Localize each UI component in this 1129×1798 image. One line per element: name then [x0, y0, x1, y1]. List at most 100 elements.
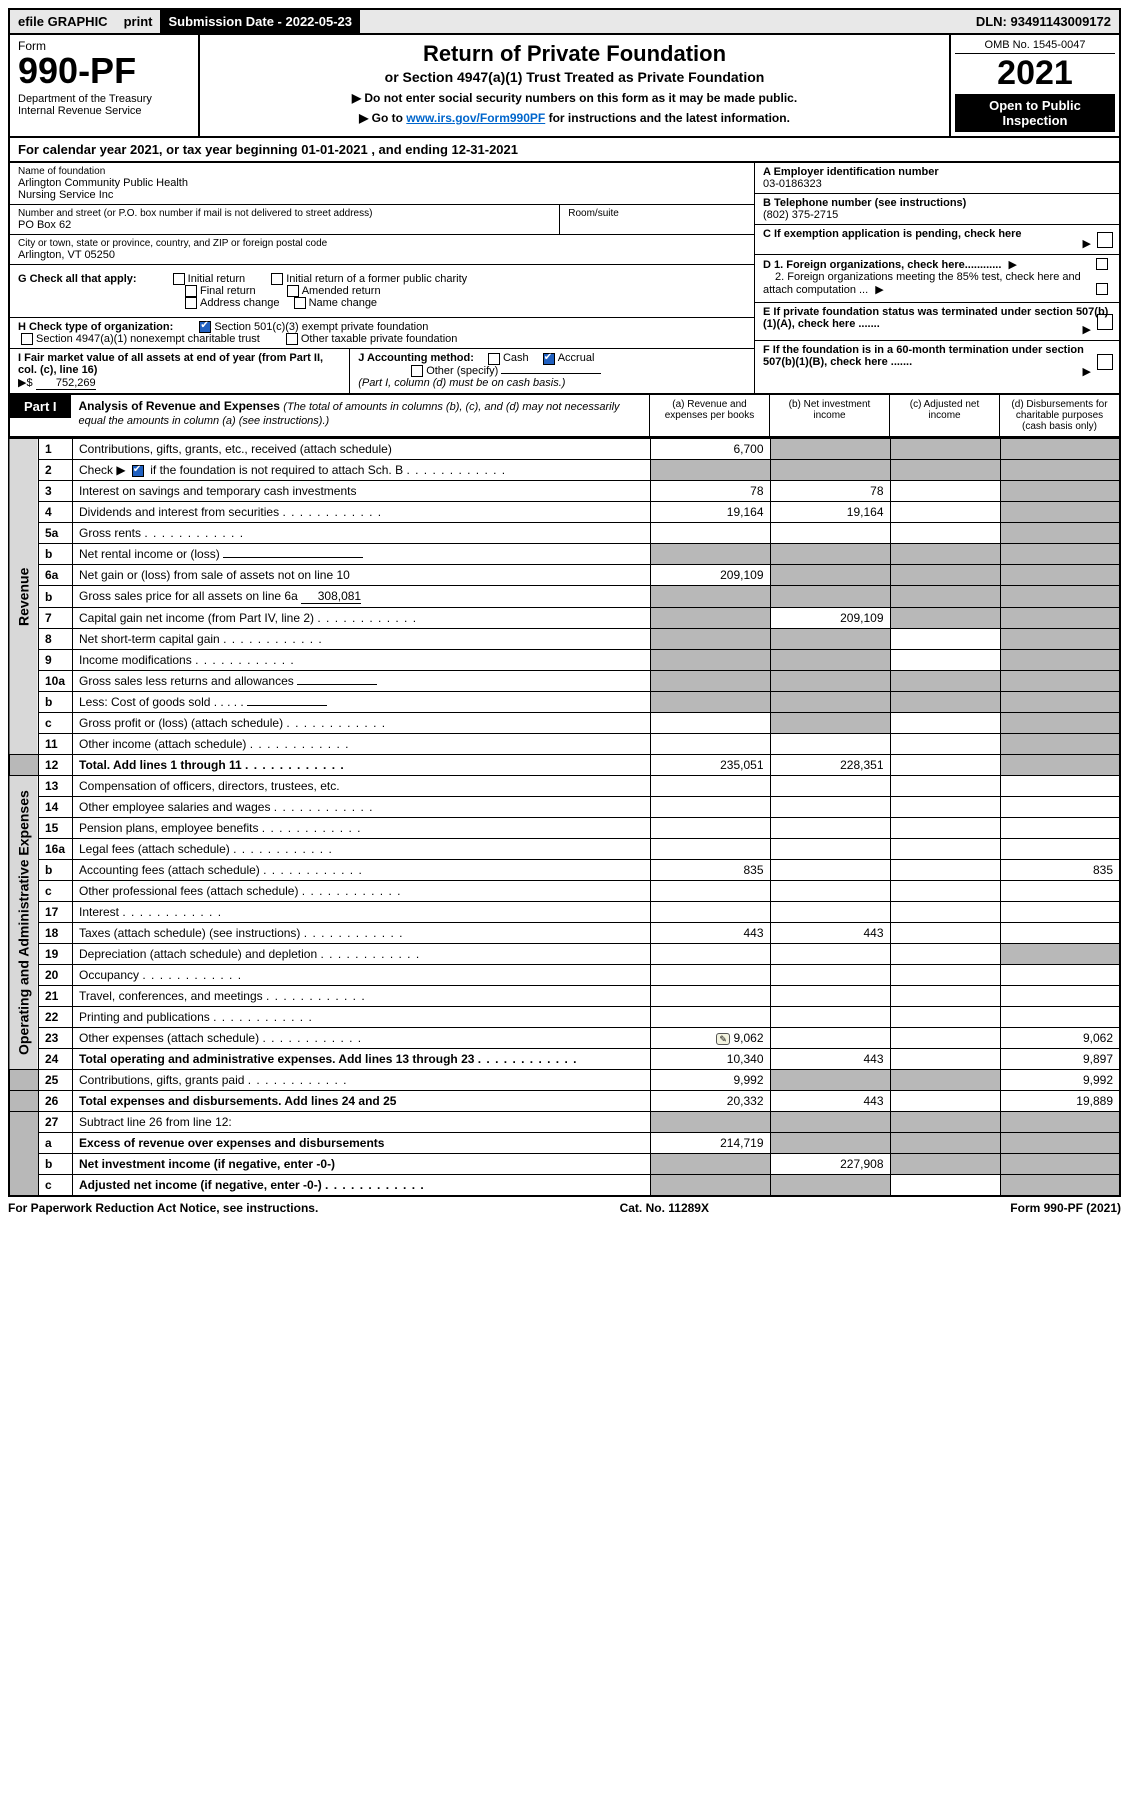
l22-b	[770, 1007, 890, 1028]
info-right: A Employer identification number 03-0186…	[754, 163, 1119, 393]
l13-b	[770, 776, 890, 797]
l17-num: 17	[39, 902, 73, 923]
g-opt-3: Amended return	[302, 285, 381, 297]
row-12: 12 Total. Add lines 1 through 11 235,051…	[9, 755, 1120, 776]
l7-d	[1000, 608, 1120, 629]
l14-b	[770, 797, 890, 818]
chk-amended-return[interactable]	[287, 285, 299, 297]
form-link-990pf[interactable]: www.irs.gov/Form990PF	[406, 111, 545, 125]
l16a-num: 16a	[39, 839, 73, 860]
chk-name-change[interactable]	[294, 297, 306, 309]
chk-foreign-85[interactable]	[1096, 283, 1108, 295]
omb-number: OMB No. 1545-0047	[955, 39, 1115, 54]
l5a-c	[890, 523, 1000, 544]
l17-d	[1000, 902, 1120, 923]
form-note-1: ▶ Do not enter social security numbers o…	[212, 91, 937, 105]
part1-title: Analysis of Revenue and Expenses	[79, 399, 280, 413]
l2-d	[1000, 460, 1120, 481]
l12-desc: Total. Add lines 1 through 11	[73, 755, 651, 776]
l2-num: 2	[39, 460, 73, 481]
l6a-desc: Net gain or (loss) from sale of assets n…	[73, 565, 651, 586]
chk-4947a1[interactable]	[21, 333, 33, 345]
l27b-d	[1000, 1154, 1120, 1175]
l13-d	[1000, 776, 1120, 797]
print-label[interactable]: print	[116, 10, 161, 33]
l2-c	[890, 460, 1000, 481]
l16c-txt: Other professional fees (attach schedule…	[79, 884, 298, 898]
chk-accrual[interactable]	[543, 353, 555, 365]
l27-a	[650, 1112, 770, 1133]
l7-c	[890, 608, 1000, 629]
l2-pre: Check ▶	[79, 463, 126, 477]
i-label: I Fair market value of all assets at end…	[18, 352, 323, 376]
chk-501c3[interactable]	[199, 321, 211, 333]
l1-d	[1000, 439, 1120, 460]
l21-desc: Travel, conferences, and meetings	[73, 986, 651, 1007]
chk-address-change[interactable]	[185, 297, 197, 309]
row-11: 11 Other income (attach schedule)	[9, 734, 1120, 755]
j-label: J Accounting method:	[358, 352, 474, 364]
header-right: OMB No. 1545-0047 2021 Open to Public In…	[949, 35, 1119, 136]
column-headers: (a) Revenue and expenses per books (b) N…	[649, 395, 1119, 436]
l25-b	[770, 1070, 890, 1091]
attachment-icon[interactable]: ✎	[716, 1033, 730, 1045]
footer-right: Form 990-PF (2021)	[1010, 1201, 1121, 1215]
l10c-b	[770, 713, 890, 734]
dln: DLN: 93491143009172	[968, 10, 1119, 33]
chk-initial-former[interactable]	[271, 273, 283, 285]
chk-60month-507b1b[interactable]	[1097, 354, 1113, 370]
row-27c: c Adjusted net income (if negative, ente…	[9, 1175, 1120, 1197]
l14-c	[890, 797, 1000, 818]
ein-cell: A Employer identification number 03-0186…	[755, 163, 1119, 194]
form-subtitle: or Section 4947(a)(1) Trust Treated as P…	[212, 69, 937, 85]
l8-b	[770, 629, 890, 650]
l11-num: 11	[39, 734, 73, 755]
l18-desc: Taxes (attach schedule) (see instruction…	[73, 923, 651, 944]
l7-desc: Capital gain net income (from Part IV, l…	[73, 608, 651, 629]
top-bar: efile GRAPHIC print Submission Date - 20…	[8, 8, 1121, 35]
l10c-a	[650, 713, 770, 734]
chk-final-return[interactable]	[185, 285, 197, 297]
efile-label: efile GRAPHIC	[10, 10, 116, 33]
l25-d: 9,992	[1000, 1070, 1120, 1091]
l6b-d	[1000, 586, 1120, 608]
chk-cash[interactable]	[488, 353, 500, 365]
chk-terminated-507b1a[interactable]	[1097, 314, 1113, 330]
l5b-a	[650, 544, 770, 565]
l23-b	[770, 1028, 890, 1049]
c-label: C If exemption application is pending, c…	[763, 228, 1022, 240]
l9-a	[650, 650, 770, 671]
l15-b	[770, 818, 890, 839]
g-opt-5: Name change	[309, 297, 378, 309]
chk-other-taxable[interactable]	[286, 333, 298, 345]
row-17: 17 Interest	[9, 902, 1120, 923]
section-c: C If exemption application is pending, c…	[755, 225, 1119, 255]
chk-other-method[interactable]	[411, 365, 423, 377]
l27b-a	[650, 1154, 770, 1175]
l4-d	[1000, 502, 1120, 523]
chk-foreign-org[interactable]	[1096, 258, 1108, 270]
section-g: G Check all that apply: Initial return I…	[10, 265, 754, 318]
l20-num: 20	[39, 965, 73, 986]
l10a-b	[770, 671, 890, 692]
chk-exemption-pending[interactable]	[1097, 232, 1113, 248]
chk-initial-return[interactable]	[173, 273, 185, 285]
l20-desc: Occupancy	[73, 965, 651, 986]
l26-b: 443	[770, 1091, 890, 1112]
l27-b	[770, 1112, 890, 1133]
l9-c	[890, 650, 1000, 671]
l22-num: 22	[39, 1007, 73, 1028]
l23-desc: Other expenses (attach schedule)	[73, 1028, 651, 1049]
info-left: Name of foundation Arlington Community P…	[10, 163, 754, 393]
j-note: (Part I, column (d) must be on cash basi…	[358, 377, 565, 389]
chk-schb-not-required[interactable]	[132, 465, 144, 477]
l10b-desc: Less: Cost of goods sold . . . . .	[73, 692, 651, 713]
l8-d	[1000, 629, 1120, 650]
l15-c	[890, 818, 1000, 839]
part1-desc: Analysis of Revenue and Expenses (The to…	[71, 395, 649, 431]
side-blank-25	[9, 1070, 39, 1091]
name-label: Name of foundation	[18, 166, 746, 177]
l18-txt: Taxes (attach schedule) (see instruction…	[79, 926, 300, 940]
footer-mid: Cat. No. 11289X	[620, 1201, 709, 1215]
l4-c	[890, 502, 1000, 523]
